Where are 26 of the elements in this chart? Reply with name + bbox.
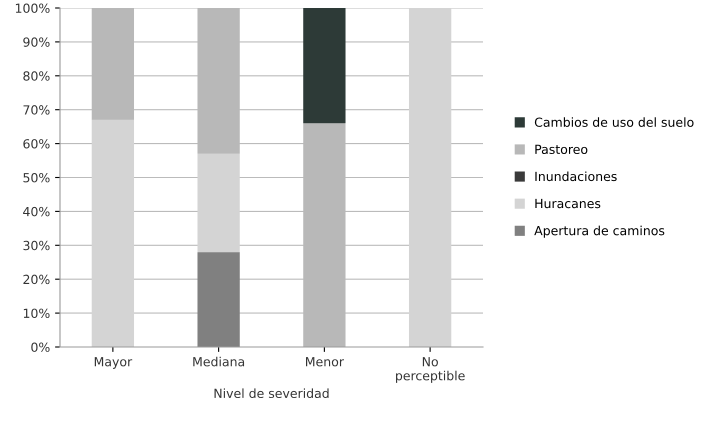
x-tick-label: Menor — [306, 357, 344, 366]
bar — [92, 120, 134, 347]
y-tick-label: 50% — [23, 172, 50, 182]
y-tick-label: 60% — [23, 139, 50, 149]
legend-label: Huracanes — [535, 198, 600, 208]
y-tick-label: 70% — [24, 105, 50, 115]
bar — [197, 154, 240, 252]
legend-label: Cambios de uso del suelo — [534, 117, 694, 127]
y-tick-label: 10% — [24, 308, 50, 318]
y-tick-label: 90% — [23, 37, 50, 47]
y-tick-label: 0% — [31, 342, 50, 352]
x-axis-title: Nivel de severidad — [214, 388, 329, 398]
bar — [303, 8, 346, 124]
y-tick-label: 100% — [16, 3, 50, 13]
y-tick-label: 20% — [23, 274, 50, 284]
x-tick-label: Mediana — [193, 356, 244, 366]
bar — [408, 8, 452, 347]
legend-label: Apertura de caminos — [534, 226, 664, 238]
y-tick-label: 30% — [23, 240, 50, 250]
bar — [197, 252, 240, 347]
x-tick-label: Mayor — [94, 357, 132, 369]
y-tick-label: 40% — [23, 206, 50, 216]
y-tick-label: 80% — [23, 71, 50, 81]
legend-label: Pastoreo — [535, 144, 588, 154]
x-tick-label: No perceptible — [396, 357, 465, 383]
legend-label: Inundaciones — [535, 171, 617, 182]
